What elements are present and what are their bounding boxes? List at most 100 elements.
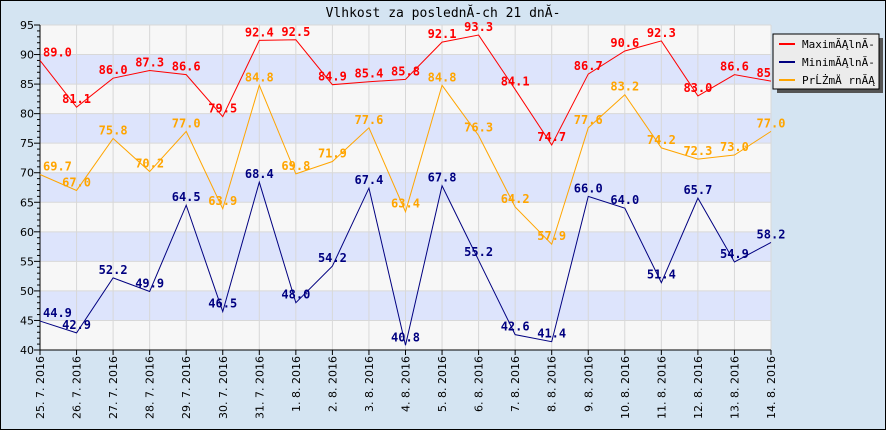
- x-tick-label: 27. 7. 2016: [107, 356, 120, 419]
- data-label: 85.5: [757, 66, 786, 80]
- data-label: 40.8: [391, 330, 420, 344]
- data-label: 77.6: [354, 113, 383, 127]
- legend-label: MinimĂĄlnĂ-: [802, 56, 875, 69]
- data-label: 49.9: [135, 277, 164, 291]
- y-tick-label: 95: [20, 19, 34, 32]
- x-tick-label: 10. 8. 2016: [619, 356, 632, 419]
- data-label: 77.0: [757, 116, 786, 130]
- data-label: 89.0: [43, 45, 72, 59]
- x-tick-label: 25. 7. 2016: [34, 356, 47, 419]
- data-label: 84.9: [318, 70, 347, 84]
- data-label: 92.3: [647, 26, 676, 40]
- data-label: 64.5: [172, 190, 201, 204]
- data-label: 42.9: [62, 318, 91, 332]
- y-tick-label: 60: [20, 226, 34, 239]
- x-tick-label: 31. 7. 2016: [253, 356, 266, 419]
- series-1: 44.942.9 52.2 49.9 64.5 46.5 68.4 48.0 54.2 67.4…: [39, 167, 786, 346]
- data-label: 92.5: [281, 25, 310, 39]
- data-label: 46.5: [208, 297, 237, 311]
- data-label: 74.2: [647, 133, 676, 147]
- data-label: 67.0: [62, 175, 91, 189]
- data-label: 70.2: [135, 157, 164, 171]
- data-label: 51.4: [647, 268, 676, 282]
- data-label: 64.0: [610, 193, 639, 207]
- y-tick-label: 40: [20, 344, 34, 357]
- data-label: 67.8: [428, 171, 457, 185]
- data-label: 58.2: [757, 227, 786, 241]
- data-label: 83.0: [683, 81, 712, 95]
- data-label: 68.4: [245, 167, 274, 181]
- data-label: 81.1: [62, 92, 91, 106]
- x-tick-label: 13. 8. 2016: [728, 356, 741, 419]
- y-tick-label: 45: [20, 314, 34, 327]
- data-label: 54.2: [318, 251, 347, 265]
- data-label: 42.6: [501, 320, 530, 334]
- data-label: 41.4: [537, 327, 566, 341]
- data-label: 76.3: [464, 121, 493, 135]
- legend: MaximĂĄlnĂ- MinimĂĄlnĂ- PrĹŻmÄ rnĂĄ: [772, 33, 883, 93]
- data-label: 73.0: [720, 140, 749, 154]
- data-label: 48.0: [281, 288, 310, 302]
- data-label: 85.8: [391, 64, 420, 78]
- y-tick-label: 90: [20, 49, 34, 62]
- y-tick-label: 85: [20, 78, 34, 91]
- series-line: [39, 34, 772, 146]
- x-tick-label: 9. 8. 2016: [582, 356, 595, 412]
- data-label: 86.0: [99, 63, 128, 77]
- x-tick-label: 2. 8. 2016: [326, 356, 339, 412]
- data-label: 77.6: [574, 113, 603, 127]
- legend-label: PrĹŻmÄ rnĂĄ: [802, 74, 875, 87]
- x-tick-label: 30. 7. 2016: [217, 356, 230, 419]
- data-label: 93.3: [464, 20, 493, 34]
- y-tick-label: 80: [20, 108, 34, 121]
- data-label: 52.2: [99, 263, 128, 277]
- data-label: 74.7: [537, 130, 566, 144]
- data-label: 71.9: [318, 147, 347, 161]
- x-tick-label: 28. 7. 2016: [144, 356, 157, 419]
- series-line: [39, 180, 772, 346]
- data-label: 54.9: [720, 247, 749, 261]
- data-label: 86.7: [574, 59, 603, 73]
- data-label: 84.8: [245, 70, 274, 84]
- data-label: 86.6: [172, 60, 201, 74]
- x-tick-label: 26. 7. 2016: [71, 356, 84, 419]
- data-label: 84.8: [428, 70, 457, 84]
- data-label: 72.3: [683, 144, 712, 158]
- data-label: 85.4: [354, 67, 383, 81]
- x-tick-label: 3. 8. 2016: [363, 356, 376, 412]
- x-tick-label: 8. 8. 2016: [546, 356, 559, 412]
- y-tick-label: 70: [20, 167, 34, 180]
- data-label: 86.6: [720, 60, 749, 74]
- data-label: 67.4: [354, 173, 383, 187]
- x-tick-label: 4. 8. 2016: [400, 356, 413, 412]
- data-label: 63.9: [208, 194, 237, 208]
- x-tick-label: 12. 8. 2016: [692, 356, 705, 419]
- y-tick-label: 55: [20, 255, 34, 268]
- data-label: 87.3: [135, 56, 164, 70]
- data-label: 65.7: [683, 183, 712, 197]
- y-tick-label: 75: [20, 137, 34, 150]
- data-label: 77.0: [172, 116, 201, 130]
- series-0: 89.0 81.1 86.0 87.3 86.6 79.5 92.4 92.5 84.9 85.4…: [39, 20, 786, 146]
- x-tick-label: 11. 8. 2016: [655, 356, 668, 419]
- data-label: 92.4: [245, 25, 274, 39]
- series-line: [39, 83, 772, 246]
- data-label: 63.4: [391, 197, 420, 211]
- data-label: 79.5: [208, 102, 237, 116]
- x-tick-label: 5. 8. 2016: [436, 356, 449, 412]
- data-label: 92.1: [428, 27, 457, 41]
- y-tick-label: 65: [20, 196, 34, 209]
- x-tick-label: 14. 8. 2016: [765, 356, 778, 419]
- x-tick-label: 1. 8. 2016: [290, 356, 303, 412]
- chart-title: Vlhkost za poslednĂ-ch 21 dnĂ-: [326, 5, 561, 21]
- data-label: 75.8: [99, 123, 128, 137]
- data-label: 44.9: [43, 306, 72, 320]
- data-label: 64.2: [501, 192, 530, 206]
- series-2: 69.767.0 75.8 70.2 77.0 63.9 84.8 69.8 71.9 77.6…: [39, 70, 786, 246]
- data-label: 57.9: [537, 229, 566, 243]
- data-label: 83.2: [610, 80, 639, 94]
- y-tick-label: 50: [20, 285, 34, 298]
- data-label: 69.7: [43, 160, 72, 174]
- legend-label: MaximĂĄlnĂ-: [802, 38, 875, 51]
